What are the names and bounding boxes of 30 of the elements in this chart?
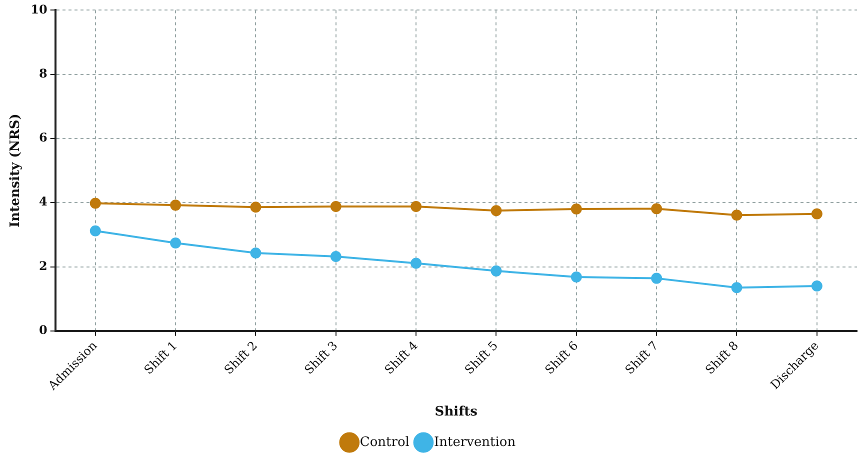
point xyxy=(330,200,342,212)
point xyxy=(731,210,742,221)
y-tick-label: 2 xyxy=(38,258,48,273)
y-tick-label: 10 xyxy=(30,2,48,16)
x-axis-title: Shifts xyxy=(434,404,478,420)
point xyxy=(90,225,101,236)
legend-label: Control xyxy=(360,434,410,450)
point xyxy=(410,258,422,269)
point xyxy=(90,198,101,209)
point xyxy=(811,280,822,292)
point xyxy=(330,251,342,262)
point xyxy=(651,203,662,214)
point xyxy=(490,265,502,276)
point xyxy=(250,247,262,258)
point xyxy=(250,202,262,213)
y-tick-label: 4 xyxy=(38,194,48,209)
y-axis-title: Intensity (NRS) xyxy=(8,114,24,228)
point xyxy=(490,205,502,216)
point xyxy=(731,282,742,294)
y-tick-label: 8 xyxy=(38,66,48,80)
y-tick-label: 6 xyxy=(38,130,48,145)
y-tick-label: 0 xyxy=(38,323,48,338)
legend-label: Intervention xyxy=(434,434,516,450)
point xyxy=(570,204,582,215)
point xyxy=(570,272,582,283)
point xyxy=(811,208,822,220)
point xyxy=(170,200,182,211)
point xyxy=(410,200,422,212)
point xyxy=(170,238,182,249)
point xyxy=(651,272,662,284)
